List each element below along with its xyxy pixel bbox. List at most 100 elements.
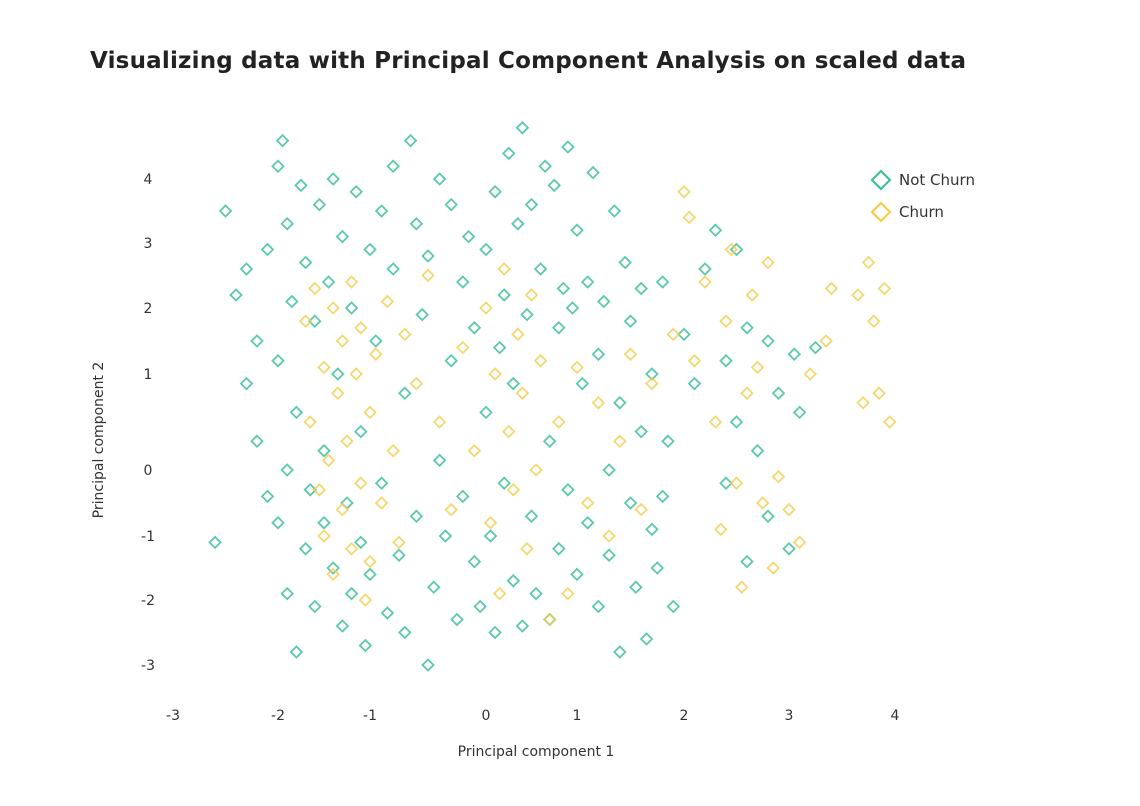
data-point bbox=[294, 178, 308, 193]
data-point bbox=[432, 172, 447, 186]
data-point bbox=[745, 288, 760, 302]
legend-diamond-icon bbox=[870, 169, 892, 191]
data-point bbox=[497, 262, 511, 276]
data-point bbox=[335, 229, 350, 244]
data-point bbox=[602, 529, 616, 543]
data-point bbox=[340, 434, 354, 448]
data-point bbox=[208, 535, 222, 550]
x-tick-label: 2 bbox=[680, 708, 689, 724]
data-point bbox=[289, 405, 304, 420]
data-point bbox=[872, 386, 886, 400]
data-point bbox=[734, 580, 749, 594]
series-not-churn bbox=[208, 121, 823, 672]
data-point bbox=[421, 658, 435, 672]
data-point bbox=[623, 347, 638, 361]
data-point bbox=[229, 288, 243, 302]
data-point bbox=[740, 386, 754, 400]
data-point bbox=[335, 619, 350, 633]
data-point bbox=[409, 217, 424, 231]
legend-label: Not Churn bbox=[899, 171, 975, 189]
data-point bbox=[515, 121, 530, 135]
data-point bbox=[386, 159, 400, 173]
data-point bbox=[456, 275, 470, 289]
data-point bbox=[483, 529, 498, 543]
data-point bbox=[740, 321, 754, 335]
data-point bbox=[374, 496, 389, 510]
data-point bbox=[479, 242, 493, 257]
data-point bbox=[308, 281, 322, 296]
data-point bbox=[380, 606, 395, 620]
data-point bbox=[591, 347, 606, 361]
data-point bbox=[666, 599, 681, 614]
data-point bbox=[618, 255, 632, 270]
data-point bbox=[565, 301, 580, 315]
data-point bbox=[591, 599, 606, 614]
data-point bbox=[497, 288, 511, 302]
data-point bbox=[634, 424, 648, 439]
data-point bbox=[819, 334, 833, 348]
data-point bbox=[456, 340, 470, 355]
data-point bbox=[298, 314, 313, 328]
data-point bbox=[354, 476, 368, 490]
data-point bbox=[607, 204, 622, 218]
x-tick-label: -3 bbox=[166, 708, 180, 724]
data-point bbox=[415, 307, 429, 322]
data-point bbox=[386, 444, 400, 458]
data-point bbox=[497, 476, 511, 490]
data-point bbox=[561, 483, 575, 497]
data-point bbox=[331, 367, 345, 381]
data-point bbox=[308, 314, 322, 328]
data-point bbox=[861, 255, 876, 270]
data-point bbox=[483, 516, 498, 530]
points-layer bbox=[208, 121, 897, 672]
data-point bbox=[349, 367, 363, 381]
data-point bbox=[666, 327, 681, 342]
data-point bbox=[289, 645, 304, 659]
data-point bbox=[260, 242, 275, 257]
data-point bbox=[358, 593, 373, 607]
data-point bbox=[591, 396, 606, 410]
y-tick-label: -1 bbox=[141, 529, 155, 545]
data-point bbox=[392, 548, 406, 562]
data-point bbox=[542, 434, 557, 448]
y-tick-label: -2 bbox=[141, 593, 155, 609]
data-point bbox=[761, 509, 775, 523]
data-point bbox=[580, 516, 595, 530]
data-point bbox=[312, 197, 327, 212]
data-point bbox=[374, 204, 389, 218]
data-point bbox=[349, 185, 363, 199]
data-point bbox=[335, 334, 350, 348]
y-tick-label: 4 bbox=[144, 172, 153, 188]
data-point bbox=[533, 354, 548, 368]
data-point bbox=[506, 574, 521, 588]
data-point bbox=[719, 476, 733, 490]
data-point bbox=[877, 281, 892, 296]
data-point bbox=[369, 334, 383, 348]
data-point bbox=[473, 599, 487, 614]
data-point bbox=[467, 444, 482, 458]
data-point bbox=[239, 376, 254, 391]
data-point bbox=[698, 262, 712, 276]
x-tick-label: 3 bbox=[785, 708, 794, 724]
data-point bbox=[771, 469, 786, 484]
data-point bbox=[218, 204, 233, 218]
y-tick-label: 1 bbox=[144, 367, 153, 383]
data-point bbox=[882, 415, 897, 429]
data-point bbox=[303, 483, 317, 497]
data-point bbox=[740, 554, 754, 569]
data-point bbox=[533, 262, 548, 276]
data-point bbox=[580, 496, 595, 510]
data-point bbox=[729, 415, 744, 429]
data-point bbox=[724, 242, 739, 257]
data-point bbox=[363, 242, 377, 257]
series-churn bbox=[298, 185, 897, 627]
data-point bbox=[552, 321, 566, 335]
data-point bbox=[298, 542, 313, 556]
data-point bbox=[285, 294, 299, 309]
data-point bbox=[344, 542, 359, 556]
data-point bbox=[524, 509, 539, 523]
data-point bbox=[750, 444, 765, 458]
data-point bbox=[354, 535, 368, 550]
data-point bbox=[561, 140, 575, 154]
data-point bbox=[432, 453, 447, 468]
